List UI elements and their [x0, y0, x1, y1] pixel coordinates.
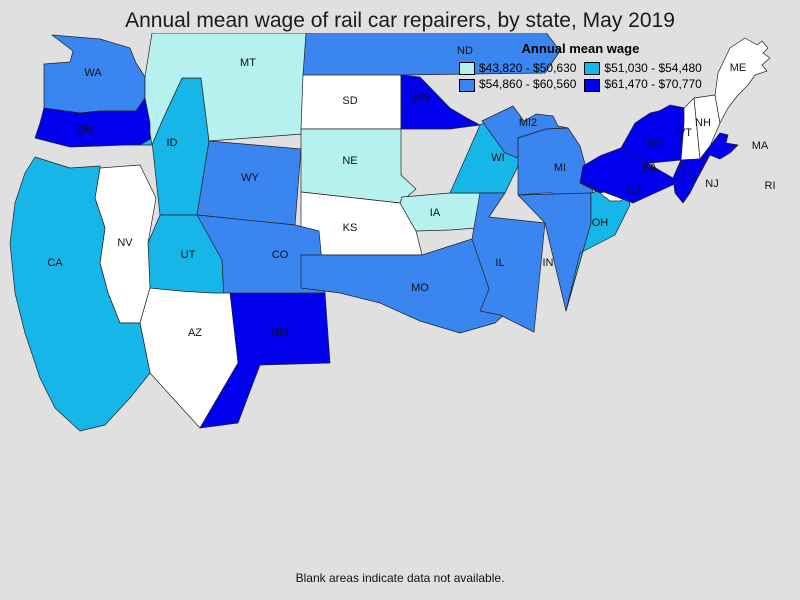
svg-text:OH: OH — [592, 217, 609, 229]
svg-text:AZ: AZ — [188, 327, 202, 339]
svg-text:OR: OR — [77, 124, 94, 136]
svg-text:WY: WY — [241, 172, 259, 184]
svg-text:WA: WA — [84, 67, 102, 79]
svg-text:WI: WI — [491, 152, 504, 164]
svg-text:MN: MN — [413, 92, 430, 104]
svg-text:UT: UT — [181, 249, 196, 261]
svg-text:ID: ID — [167, 137, 178, 149]
svg-text:CA: CA — [47, 257, 63, 269]
svg-text:SD: SD — [342, 95, 357, 107]
svg-text:IN: IN — [543, 257, 554, 269]
svg-text:NE: NE — [342, 155, 357, 167]
svg-text:MI: MI — [554, 162, 566, 174]
svg-text:KS: KS — [343, 222, 358, 234]
svg-text:NH: NH — [695, 117, 711, 129]
svg-text:NJ: NJ — [705, 178, 718, 190]
svg-text:PA: PA — [643, 162, 658, 174]
svg-text:RI: RI — [765, 180, 776, 192]
svg-text:MT: MT — [240, 57, 256, 69]
svg-text:MA: MA — [752, 140, 769, 152]
svg-text:IA: IA — [430, 207, 441, 219]
svg-text:ME: ME — [730, 62, 747, 74]
svg-text:MO: MO — [411, 282, 429, 294]
svg-text:CO: CO — [272, 249, 289, 261]
svg-text:CT: CT — [628, 185, 643, 197]
svg-text:VT: VT — [678, 127, 692, 139]
svg-text:NM: NM — [271, 327, 288, 339]
svg-text:NV: NV — [117, 237, 133, 249]
svg-text:MI2: MI2 — [519, 117, 537, 129]
svg-text:NY: NY — [647, 137, 663, 149]
svg-text:IL: IL — [495, 257, 504, 269]
